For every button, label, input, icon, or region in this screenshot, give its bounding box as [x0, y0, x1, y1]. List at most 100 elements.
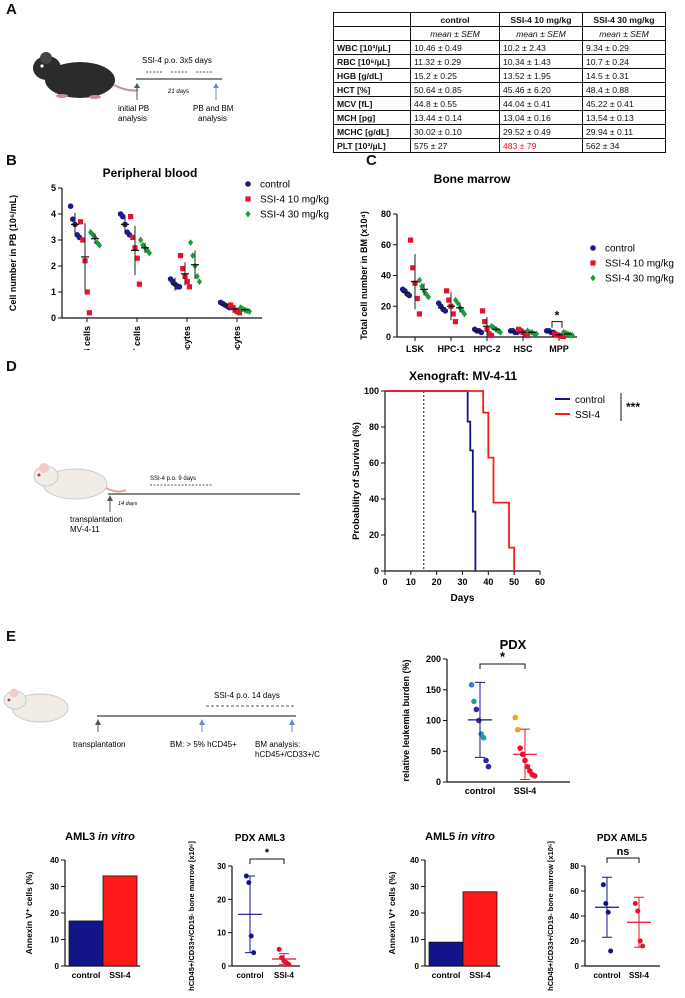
x-tick-label: SSI-4	[109, 970, 131, 980]
data-point	[194, 273, 200, 280]
data-point	[416, 311, 422, 317]
data-point	[248, 933, 254, 939]
panel-d-schematic: SSI-4 p.o. 9 days 14 days transplantatio…	[33, 463, 300, 534]
y-tick-label: 100	[426, 716, 441, 726]
transplant-d-label-2: MV-4-11	[70, 525, 100, 534]
treatment-label: SSI-4 p.o. 3x5 days	[142, 56, 212, 65]
y-axis-label: Annexin V⁺ cells (%)	[387, 871, 397, 954]
hematology-table: control SSI-4 10 mg/kg SSI-4 30 mg/kg me…	[333, 12, 666, 153]
data-point	[480, 308, 486, 314]
data-point	[473, 706, 480, 713]
mouse-white-icon-e	[3, 688, 69, 723]
y-axis-label: Total cell number in BM (x10⁴)	[359, 211, 369, 340]
mouse-icon	[33, 52, 139, 99]
significance-bracket	[551, 321, 563, 328]
bar-control	[68, 920, 104, 967]
data-point	[605, 909, 611, 915]
data-point	[560, 333, 566, 340]
x-tick-label: 30	[457, 577, 467, 587]
panel-label-a: A	[6, 1, 17, 18]
chart-aml3-invitro: AML3 in vitro 0 10 20 30 40 Annexin V⁺ cells (…	[24, 831, 140, 980]
legend-label: SSI-4	[575, 410, 600, 421]
x-tick-label: HPC-2	[473, 344, 500, 354]
x-tick-label: 50	[509, 577, 519, 587]
data-point	[446, 297, 452, 303]
legend-marker	[245, 210, 251, 218]
survival-curve-ssi4	[385, 390, 516, 571]
data-point	[140, 241, 146, 249]
data-point	[86, 310, 92, 316]
table-cell-control: 15.2 ± 0.25	[410, 68, 500, 83]
treatment-e-label: SSI-4 p.o. 14 days	[214, 691, 280, 700]
mouse-white-icon	[33, 463, 127, 500]
table-row-label: PLT [10³/µL]	[333, 138, 411, 153]
y-tick-label: 30	[50, 883, 59, 892]
panel-label-e: E	[6, 628, 17, 645]
data-point	[80, 237, 86, 243]
table-cell-control: 30.02 ± 0.10	[410, 124, 500, 139]
y-tick-label: 30	[410, 883, 419, 892]
y-tick-label: 80	[381, 209, 391, 219]
y-tick-label: 40	[50, 856, 59, 865]
y-tick-label: 150	[426, 685, 441, 695]
significance-bracket	[249, 858, 285, 864]
data-point	[442, 308, 449, 314]
data-point	[196, 278, 202, 285]
data-point	[410, 265, 416, 271]
initial-label-1: initial PB	[118, 104, 149, 113]
table-row: MCH [pg] 13.44 ± 0.14 13.04 ± 0.16 13.54 ± …	[333, 110, 666, 125]
chart-title: PDX	[500, 637, 527, 652]
data-point	[144, 247, 150, 254]
y-tick-label: 3	[51, 235, 56, 245]
y-axis-label: Cell number in PB (10⁶/mL)	[8, 195, 18, 311]
data-point	[414, 295, 420, 302]
y-tick-label: 100	[364, 386, 379, 396]
treatment-d-label: SSI-4 p.o. 9 days	[150, 476, 196, 482]
significance-label: ***	[626, 400, 640, 414]
y-tick-label: 0	[374, 566, 379, 576]
transplant-e-label: transplantation	[73, 740, 125, 749]
table-header-ssi10: SSI-4 10 mg/kg	[499, 12, 583, 27]
x-tick-label: 60	[535, 577, 545, 587]
table-cell-ssi30: 562 ± 34	[582, 138, 666, 153]
bar-ssi-4	[102, 875, 138, 967]
chart-pdx-aml5: PDX AML5 0 20 40 60 80 hCD45+/CD33+/CD19- bone…	[546, 833, 660, 991]
chart-title: PDX AML5	[597, 833, 648, 844]
data-point	[512, 714, 519, 721]
chart-pdx-aml3: PDX AML3 0 10 20 30 hCD45+/CD33+/CD19- bone m…	[187, 833, 300, 991]
y-tick-label: 0	[386, 332, 391, 342]
table-row: MCHC [g/dL] 30.02 ± 0.10 29.52 ± 0.49 29.94…	[333, 124, 666, 139]
y-tick-label: 60	[381, 240, 391, 250]
data-point	[600, 882, 606, 888]
x-tick-label: 40	[483, 577, 493, 587]
table-header-control: control	[410, 12, 500, 27]
data-point	[94, 239, 100, 246]
chart-bone-marrow: Bone marrow 0 20 40 60 80 Total cell number in…	[359, 172, 674, 354]
y-axis-label: hCD45+/CD33+/CD19- bone marrow [x10⁶]	[546, 841, 555, 991]
panel-label-b: B	[6, 152, 17, 169]
chart-title: Peripheral blood	[103, 166, 198, 180]
data-point	[480, 734, 487, 741]
legend-label: SSI-4 10 mg/kg	[260, 195, 329, 206]
table-subheader-row: mean ± SEM mean ± SEM mean ± SEM	[333, 26, 666, 41]
data-point	[524, 332, 530, 339]
y-tick-label: 0	[222, 962, 227, 971]
x-tick-label: T cells	[132, 326, 142, 350]
initial-label-2: analysis	[118, 114, 147, 123]
significance-label: *	[500, 649, 506, 664]
y-tick-label: 0	[415, 962, 420, 971]
significance-bracket	[479, 663, 526, 669]
data-point	[635, 908, 641, 914]
data-point	[276, 946, 282, 952]
table-row: PLT [10³/µL] 575 ± 27 483 ± 79 562 ± 34	[333, 138, 666, 153]
chart-title: Bone marrow	[434, 172, 511, 186]
legend-marker	[590, 260, 596, 266]
table-header-row: control SSI-4 10 mg/kg SSI-4 30 mg/kg	[333, 12, 666, 27]
x-tick-label: B cells	[82, 326, 92, 350]
data-point	[228, 302, 234, 308]
arrow-analysis-e-head	[289, 719, 295, 725]
data-point	[450, 311, 456, 317]
table-row: RBC [10⁶/µL] 11.32 ± 0.29 10.34 ± 1.43 10.7…	[333, 54, 666, 69]
table-row-label: HGB [g/dL]	[333, 68, 411, 83]
table-cell-ssi30: 14.5 ± 0.31	[582, 68, 666, 83]
